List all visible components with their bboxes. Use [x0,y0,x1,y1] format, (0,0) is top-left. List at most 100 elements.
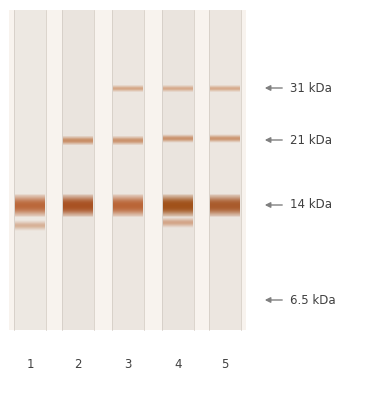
Bar [15,229,45,230]
Bar [210,208,240,209]
Bar [15,215,45,216]
Bar [63,210,93,212]
Bar [113,194,143,196]
Bar [15,224,45,225]
Bar [163,225,193,226]
Bar [15,208,45,209]
Bar [15,228,45,230]
Bar [163,220,193,222]
Bar [210,200,240,202]
Bar [163,207,193,208]
Bar [162,10,194,330]
Bar [15,202,45,204]
Bar [63,209,93,210]
Bar [113,198,143,199]
Bar [163,206,193,208]
Bar [113,196,143,197]
Bar [163,140,193,142]
Bar [63,142,93,143]
Bar [15,194,45,196]
Bar [210,91,240,92]
Bar [15,204,45,205]
Bar [113,202,143,204]
Bar [113,207,143,208]
Bar [15,199,45,200]
Bar [15,208,45,210]
Bar [63,138,93,139]
Bar [163,90,193,92]
Bar [15,221,45,222]
Bar [163,141,193,142]
Bar [210,208,240,210]
Bar [15,206,45,208]
Bar [15,226,45,227]
Bar [163,201,193,202]
Bar [163,217,193,218]
Bar [163,198,193,199]
Bar [113,197,143,198]
Bar [163,199,193,200]
Bar [63,138,93,140]
Bar [163,209,193,210]
Bar [163,219,193,220]
Bar [113,212,143,213]
Bar [210,89,240,90]
Bar [210,213,240,214]
Bar [113,201,143,202]
Bar [163,214,193,216]
Bar [63,206,93,207]
Bar [112,10,144,330]
Bar [163,222,193,224]
Bar [113,141,143,142]
Bar [15,205,45,206]
Bar [210,141,240,142]
Bar [63,198,93,199]
Bar [210,214,240,216]
Bar [163,196,193,198]
Text: 4: 4 [174,358,182,371]
Bar [163,226,193,228]
Bar [15,220,45,222]
Bar [63,214,93,216]
Bar [63,203,93,204]
Bar [113,90,143,91]
Bar [63,204,93,205]
Bar [63,197,93,198]
Bar [15,212,45,213]
Bar [113,142,143,143]
Bar [113,139,143,140]
Text: 5: 5 [221,358,229,371]
Bar [15,223,45,224]
Bar [163,208,193,210]
Bar [210,203,240,204]
Bar [113,208,143,209]
Bar [163,85,193,86]
Bar [210,195,240,196]
Bar [210,136,240,137]
Bar [163,136,193,137]
Bar [113,200,143,201]
Text: 3: 3 [124,358,132,371]
Bar [63,136,93,137]
Bar [113,140,143,142]
Bar [210,205,240,206]
Bar [210,136,240,138]
Bar [163,200,193,201]
Bar [63,208,93,209]
Bar [163,220,193,221]
Bar [15,212,45,214]
Bar [113,210,143,212]
Bar [163,140,193,141]
Bar [163,138,193,139]
Bar [210,134,240,136]
Bar [15,228,45,229]
Bar [210,204,240,206]
Bar [113,138,143,139]
Bar [210,202,240,203]
Bar [163,210,193,211]
Bar [210,211,240,212]
Bar [210,138,240,139]
Bar [15,201,45,202]
Bar [113,198,143,200]
Bar [113,84,143,86]
